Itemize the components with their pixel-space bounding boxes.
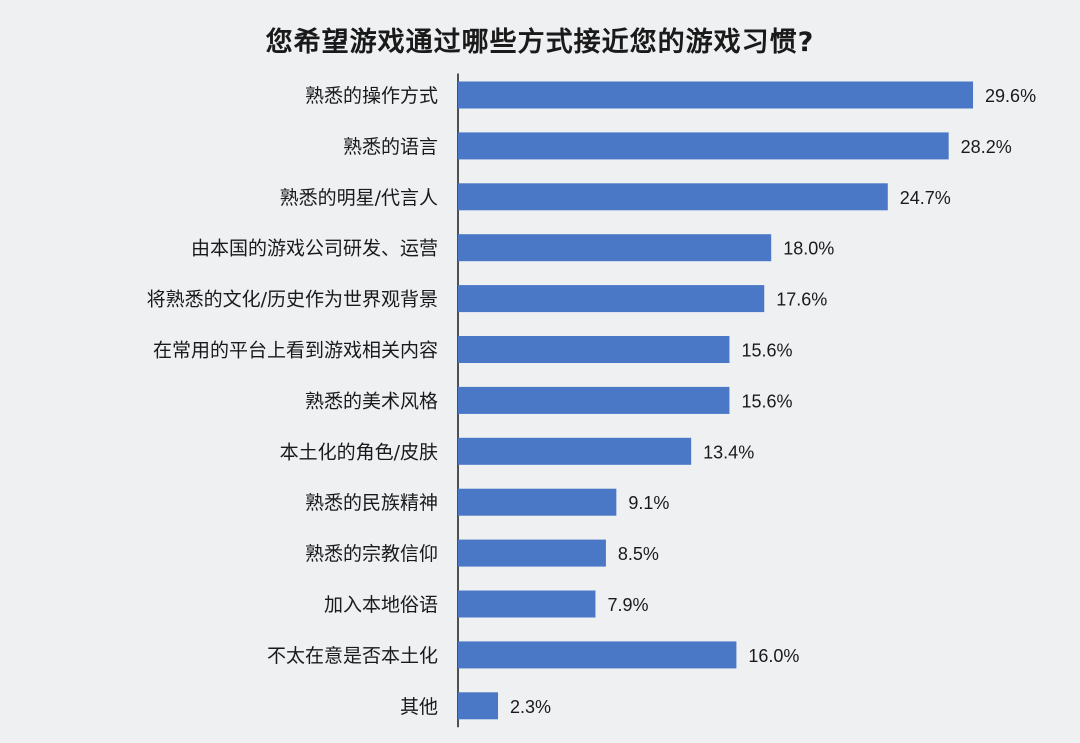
bar	[458, 539, 606, 567]
data-label: 15.6%	[741, 391, 792, 411]
data-label: 8.5%	[618, 544, 659, 564]
data-label: 16.0%	[748, 646, 799, 666]
bar	[458, 183, 888, 211]
category-label: 熟悉的语言	[343, 136, 438, 158]
category-label: 本土化的角色/皮肤	[280, 441, 438, 463]
data-label: 29.6%	[985, 86, 1036, 106]
bar	[458, 641, 737, 669]
bar	[458, 234, 772, 262]
category-label: 不太在意是否本土化	[267, 645, 438, 667]
bar	[458, 132, 949, 160]
bar	[458, 386, 730, 414]
category-label: 由本国的游戏公司研发、运营	[191, 238, 438, 260]
bar	[458, 336, 730, 363]
data-label: 15.6%	[741, 341, 792, 361]
data-label: 13.4%	[703, 442, 754, 462]
chart-title: 您希望游戏通过哪些方式接近您的游戏习惯?	[265, 27, 815, 58]
bars	[458, 81, 974, 720]
data-label: 17.6%	[776, 290, 827, 310]
category-label: 将熟悉的文化/历史作为世界观背景	[147, 289, 438, 311]
data-label: 28.2%	[961, 137, 1012, 157]
bar	[458, 285, 765, 313]
category-label: 其他	[400, 696, 438, 718]
bar	[458, 692, 499, 720]
category-label: 熟悉的操作方式	[305, 85, 438, 107]
category-label: 熟悉的明星/代言人	[280, 187, 438, 209]
data-label: 2.3%	[510, 697, 551, 717]
bar	[458, 488, 617, 516]
category-label: 熟悉的美术风格	[305, 390, 438, 412]
bar	[458, 437, 692, 465]
category-label: 加入本地俗语	[324, 594, 438, 616]
category-label: 熟悉的民族精神	[305, 492, 438, 514]
category-labels: 熟悉的操作方式熟悉的语言熟悉的明星/代言人由本国的游戏公司研发、运营将熟悉的文化…	[147, 85, 438, 718]
data-label: 7.9%	[607, 595, 648, 615]
bar	[458, 590, 596, 618]
value-labels: 29.6% 28.2% 24.7% 18.0% 17.6% 15.6% 15.6% 13.4%…	[510, 86, 1036, 717]
data-label: 18.0%	[783, 239, 834, 259]
bar	[458, 81, 974, 109]
data-label: 24.7%	[900, 188, 951, 208]
data-label: 9.1%	[628, 493, 669, 513]
category-label: 在常用的平台上看到游戏相关内容	[153, 340, 438, 362]
category-label: 熟悉的宗教信仰	[305, 543, 438, 565]
